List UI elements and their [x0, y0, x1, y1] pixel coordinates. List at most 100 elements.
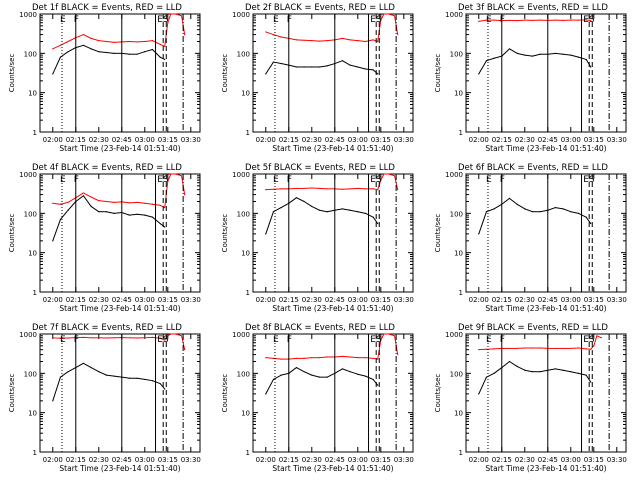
x-tick-label: 02:45 [325, 456, 345, 464]
series-events-segment [517, 204, 525, 209]
x-tick-label: 02:45 [325, 296, 345, 304]
series-events-segment [548, 53, 556, 54]
series-events-segment [114, 376, 122, 377]
x-axis-label: Start Time (23-Feb-14 01:51:40) [272, 464, 393, 473]
x-tick-label: 03:15 [584, 296, 604, 304]
series-lld-segment [350, 40, 358, 41]
x-tick-label: 02:00 [256, 136, 276, 144]
y-tick-label: 100 [237, 50, 250, 58]
series-lld-segment [350, 357, 358, 358]
series-events-segment [342, 61, 350, 65]
series-events-segment [335, 369, 343, 373]
y-tick-label: 10 [28, 410, 37, 418]
series-events-segment [160, 57, 165, 59]
x-tick-label: 03:30 [181, 136, 201, 144]
series-events-segment [53, 219, 61, 240]
series-events-segment [319, 66, 327, 67]
series-events-segment [83, 196, 91, 207]
plot-frame [253, 174, 413, 292]
series-events-segment [266, 62, 274, 74]
series-events-segment [266, 379, 274, 393]
y-tick-label: 100 [24, 50, 37, 58]
y-tick-label: 1000 [445, 331, 463, 339]
series-events-segment [548, 369, 556, 370]
y-tick-label: 10 [454, 250, 463, 258]
y-tick-label: 10 [454, 410, 463, 418]
series-events-segment [578, 57, 586, 59]
series-events-segment [532, 54, 540, 56]
marker-label: F [500, 15, 505, 25]
subplot-title: Det 2f BLACK = Events, RED = LLD [245, 3, 395, 13]
series-lld-segment [281, 37, 289, 38]
series-events-segment [273, 208, 281, 212]
y-axis-label: Counts/sec [221, 374, 229, 413]
series-lld-segment [365, 40, 373, 42]
series-events-segment [540, 210, 548, 211]
series-lld-segment [289, 38, 297, 39]
series-events-segment [99, 372, 107, 375]
series-lld-segment [160, 44, 165, 46]
marker-label: F [74, 15, 79, 25]
series-events-segment [76, 45, 84, 47]
series-events-segment [342, 369, 350, 372]
series-lld-segment [342, 356, 350, 357]
series-events-point [164, 59, 165, 60]
y-tick-label: 1 [246, 449, 250, 457]
x-tick-label: 03:00 [561, 296, 581, 304]
series-events-segment [358, 212, 366, 214]
x-tick-label: 03:00 [561, 136, 581, 144]
x-tick-label: 02:00 [43, 296, 63, 304]
x-tick-label: 02:15 [66, 456, 86, 464]
series-lld-point [184, 349, 185, 350]
series-events-segment [281, 373, 289, 375]
series-events-segment [373, 70, 378, 74]
series-events-point [377, 223, 378, 224]
series-events-segment [502, 198, 510, 204]
x-tick-label: 02:00 [469, 456, 489, 464]
x-tick-label: 03:00 [135, 456, 155, 464]
series-events-point [590, 381, 591, 382]
x-tick-label: 03:15 [158, 456, 178, 464]
x-tick-label: 02:45 [112, 136, 132, 144]
series-lld-segment [342, 38, 350, 39]
y-axis-label: Counts/sec [221, 54, 229, 93]
subplot-title: Det 9f BLACK = Events, RED = LLD [458, 323, 608, 333]
y-axis-label: Counts/sec [434, 214, 442, 253]
series-lld-segment [99, 41, 107, 42]
series-events-segment [68, 48, 76, 52]
series-lld-segment [152, 204, 160, 205]
series-events-segment [365, 376, 373, 379]
series-events-segment [106, 52, 114, 53]
subplot-9: Det 9f BLACK = Events, RED = LLD11010010… [434, 323, 627, 473]
series-events-segment [548, 208, 556, 211]
y-axis-label: Counts/sec [434, 374, 442, 413]
y-tick-label: 1000 [232, 171, 250, 179]
series-events-segment [312, 375, 320, 377]
marker-label: E [60, 175, 66, 185]
x-tick-label: 03:00 [348, 296, 368, 304]
series-events-segment [91, 368, 99, 372]
x-tick-label: 02:15 [279, 456, 299, 464]
x-tick-label: 02:30 [89, 296, 109, 304]
x-tick-label: 02:45 [538, 296, 558, 304]
y-tick-label: 100 [237, 210, 250, 218]
x-tick-label: 02:30 [89, 456, 109, 464]
x-tick-label: 02:45 [325, 136, 345, 144]
series-lld-segment [145, 41, 153, 42]
series-events-segment [304, 201, 312, 206]
marker-label: E [486, 335, 492, 345]
series-events-segment [122, 53, 130, 54]
marker-label: F [287, 15, 292, 25]
series-events-segment [365, 69, 373, 70]
x-axis-label: Start Time (23-Feb-14 01:51:40) [59, 304, 180, 313]
y-tick-label: 100 [24, 370, 37, 378]
series-events-segment [296, 368, 304, 372]
y-tick-label: 1 [33, 129, 37, 137]
marker-label: E [60, 335, 66, 345]
series-events-segment [53, 57, 61, 74]
series-events-segment [152, 381, 160, 384]
marker-label: ES [583, 175, 595, 185]
x-tick-label: 03:30 [607, 136, 627, 144]
marker-label: F [287, 335, 292, 345]
series-lld-segment [106, 41, 114, 42]
